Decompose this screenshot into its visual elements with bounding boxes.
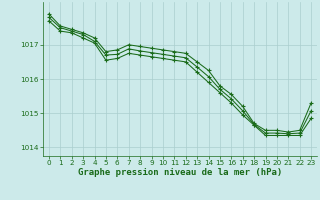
X-axis label: Graphe pression niveau de la mer (hPa): Graphe pression niveau de la mer (hPa) — [78, 168, 282, 177]
